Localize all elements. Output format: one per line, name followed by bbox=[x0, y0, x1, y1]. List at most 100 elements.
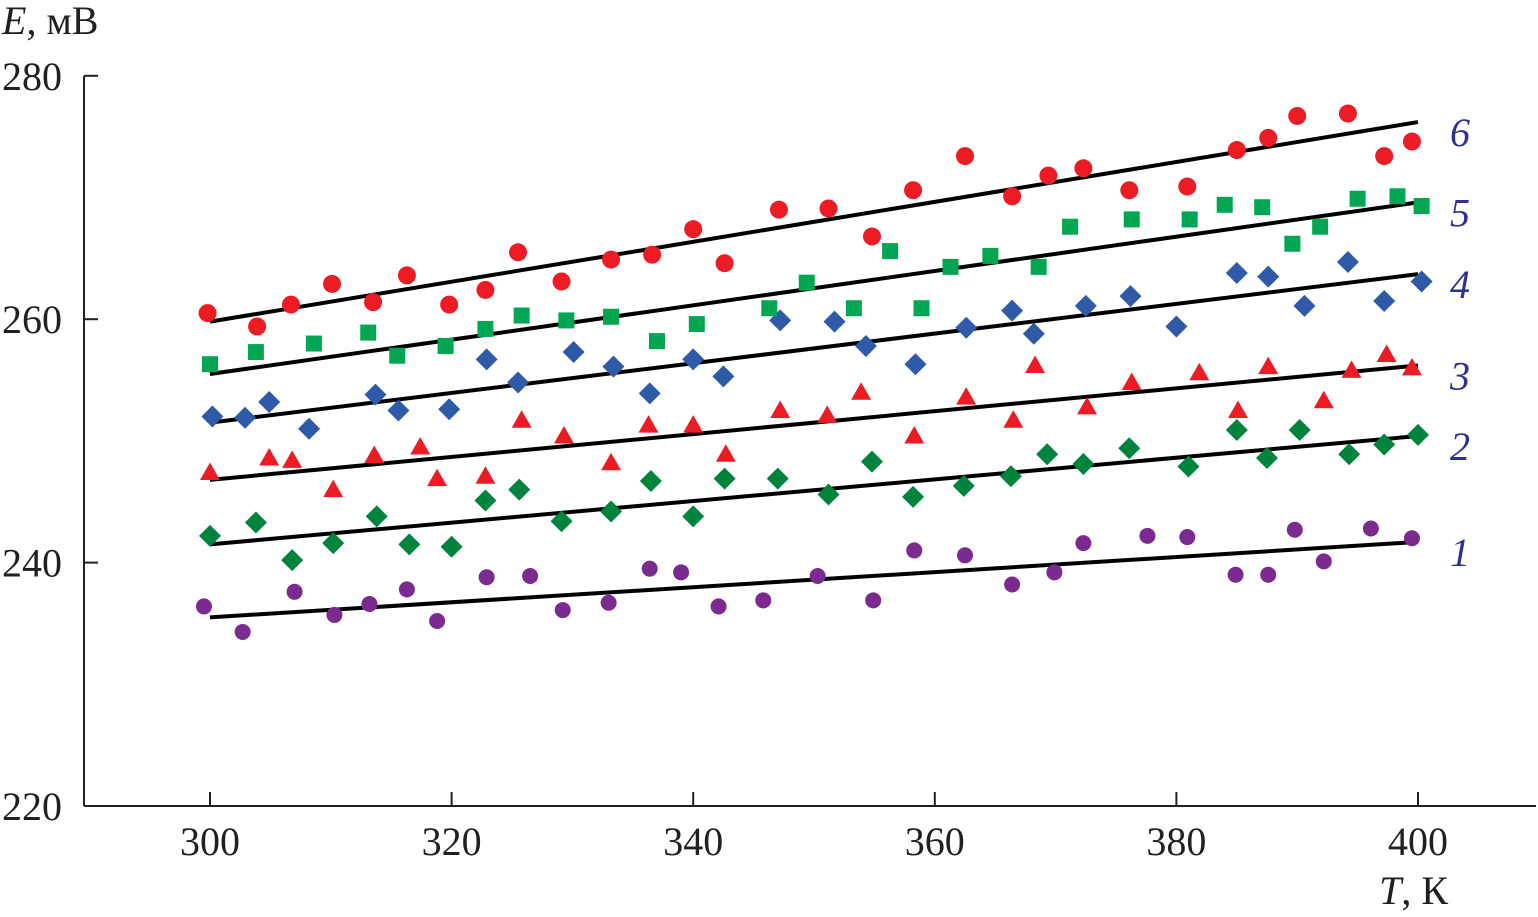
y-axis-title: E, мВ bbox=[1, 0, 98, 43]
data-point-circle bbox=[957, 547, 973, 564]
data-point-circle bbox=[1402, 132, 1421, 151]
data-point-triangle bbox=[1401, 357, 1422, 376]
fit-line-2 bbox=[209, 434, 1419, 547]
data-point-diamond bbox=[1119, 285, 1142, 308]
data-point-square bbox=[1284, 235, 1301, 252]
data-point-diamond bbox=[234, 406, 257, 429]
data-point-circle bbox=[429, 613, 446, 630]
series-label-5: 5 bbox=[1450, 190, 1470, 235]
data-point-circle bbox=[769, 200, 788, 219]
data-point-diamond bbox=[713, 467, 736, 490]
data-point-diamond bbox=[639, 470, 662, 493]
data-point-diamond bbox=[602, 355, 625, 378]
series-label-1: 1 bbox=[1450, 530, 1470, 575]
data-point-circle bbox=[248, 317, 267, 336]
data-point-diamond bbox=[199, 524, 221, 547]
data-point-triangle bbox=[851, 382, 872, 400]
data-point-circle bbox=[1120, 181, 1139, 200]
data-point-diamond bbox=[638, 382, 661, 405]
data-point-square bbox=[305, 335, 322, 352]
data-point-square bbox=[360, 324, 377, 341]
data-point-triangle bbox=[282, 450, 303, 468]
data-point-diamond bbox=[902, 485, 925, 508]
data-point-diamond bbox=[1293, 294, 1316, 317]
data-point-circle bbox=[1375, 147, 1394, 166]
data-point-diamond bbox=[955, 316, 978, 339]
y-tick-label: 240 bbox=[2, 541, 62, 586]
data-point-diamond bbox=[682, 348, 705, 371]
series-label-4: 4 bbox=[1450, 262, 1470, 307]
data-point-circle bbox=[1227, 566, 1244, 583]
data-point-circle bbox=[641, 560, 658, 577]
data-point-triangle bbox=[956, 387, 977, 405]
x-axis-title: T, К bbox=[1379, 868, 1448, 913]
data-point-square bbox=[1254, 199, 1271, 216]
data-point-diamond bbox=[1288, 418, 1311, 441]
data-point-square bbox=[942, 258, 959, 275]
data-point-triangle bbox=[1313, 390, 1334, 409]
data-point-square bbox=[477, 320, 494, 337]
data-point-square bbox=[1216, 196, 1233, 213]
data-point-square bbox=[1312, 218, 1329, 235]
data-point-circle bbox=[865, 592, 882, 609]
data-point-square bbox=[1349, 190, 1366, 207]
data-point-circle bbox=[509, 243, 528, 262]
data-point-triangle bbox=[1077, 396, 1098, 415]
data-point-diamond bbox=[600, 500, 623, 523]
data-point-circle bbox=[323, 274, 342, 293]
data-point-square bbox=[1389, 188, 1406, 205]
data-point-diamond bbox=[1338, 443, 1361, 466]
data-point-diamond bbox=[860, 450, 883, 473]
data-point-diamond bbox=[999, 465, 1022, 488]
data-point-triangle bbox=[553, 426, 574, 444]
x-tick-label: 380 bbox=[1146, 819, 1206, 864]
series-label-6: 6 bbox=[1450, 110, 1470, 155]
data-point-diamond bbox=[550, 510, 573, 533]
data-point-circle bbox=[1288, 106, 1307, 125]
data-point-triangle bbox=[770, 400, 791, 418]
data-point-circle bbox=[710, 598, 727, 615]
data-point-circle bbox=[600, 594, 617, 611]
data-point-square bbox=[1181, 211, 1198, 228]
data-point-circle bbox=[361, 595, 378, 612]
data-point-triangle bbox=[1341, 360, 1362, 378]
data-point-diamond bbox=[1118, 437, 1141, 460]
fit-line-4 bbox=[209, 272, 1419, 425]
data-point-circle bbox=[1315, 553, 1332, 570]
data-point-triangle bbox=[1258, 356, 1279, 375]
x-tick-label: 340 bbox=[663, 819, 723, 864]
data-point-circle bbox=[398, 581, 415, 598]
data-point-triangle bbox=[323, 479, 344, 498]
data-point-square bbox=[1123, 211, 1140, 228]
data-point-triangle bbox=[475, 466, 496, 484]
fit-line-6 bbox=[209, 120, 1419, 324]
data-point-square bbox=[513, 307, 530, 324]
data-point-diamond bbox=[952, 474, 975, 497]
data-point-triangle bbox=[1121, 372, 1142, 390]
x-tick-label: 300 bbox=[180, 819, 240, 864]
series-labels: 1 2 3 4 5 6 bbox=[1449, 110, 1470, 575]
data-point-triangle bbox=[715, 444, 736, 462]
data-point-circle bbox=[1286, 521, 1303, 538]
data-point-circle bbox=[809, 567, 826, 584]
data-point-diamond bbox=[1074, 294, 1097, 317]
data-point-diamond bbox=[365, 505, 388, 528]
data-point-diamond bbox=[298, 417, 321, 440]
data-point-circle bbox=[195, 598, 212, 615]
data-point-circle bbox=[643, 245, 662, 264]
data-point-triangle bbox=[427, 468, 448, 487]
data-point-square bbox=[247, 344, 264, 361]
series-label-2: 2 bbox=[1450, 424, 1470, 469]
data-point-triangle bbox=[200, 462, 220, 481]
data-point-circle bbox=[1179, 529, 1196, 546]
data-point-diamond bbox=[1177, 455, 1200, 478]
data-point-triangle bbox=[1003, 410, 1024, 428]
data-point-circle bbox=[755, 592, 772, 609]
data-point-circle bbox=[522, 567, 539, 584]
data-point-diamond bbox=[1256, 446, 1278, 469]
data-point-circle bbox=[326, 606, 343, 623]
data-point-circle bbox=[234, 623, 251, 640]
data-point-square bbox=[648, 333, 665, 350]
y-axis-unit: , мВ bbox=[26, 0, 98, 43]
data-point-circle bbox=[1074, 159, 1093, 178]
